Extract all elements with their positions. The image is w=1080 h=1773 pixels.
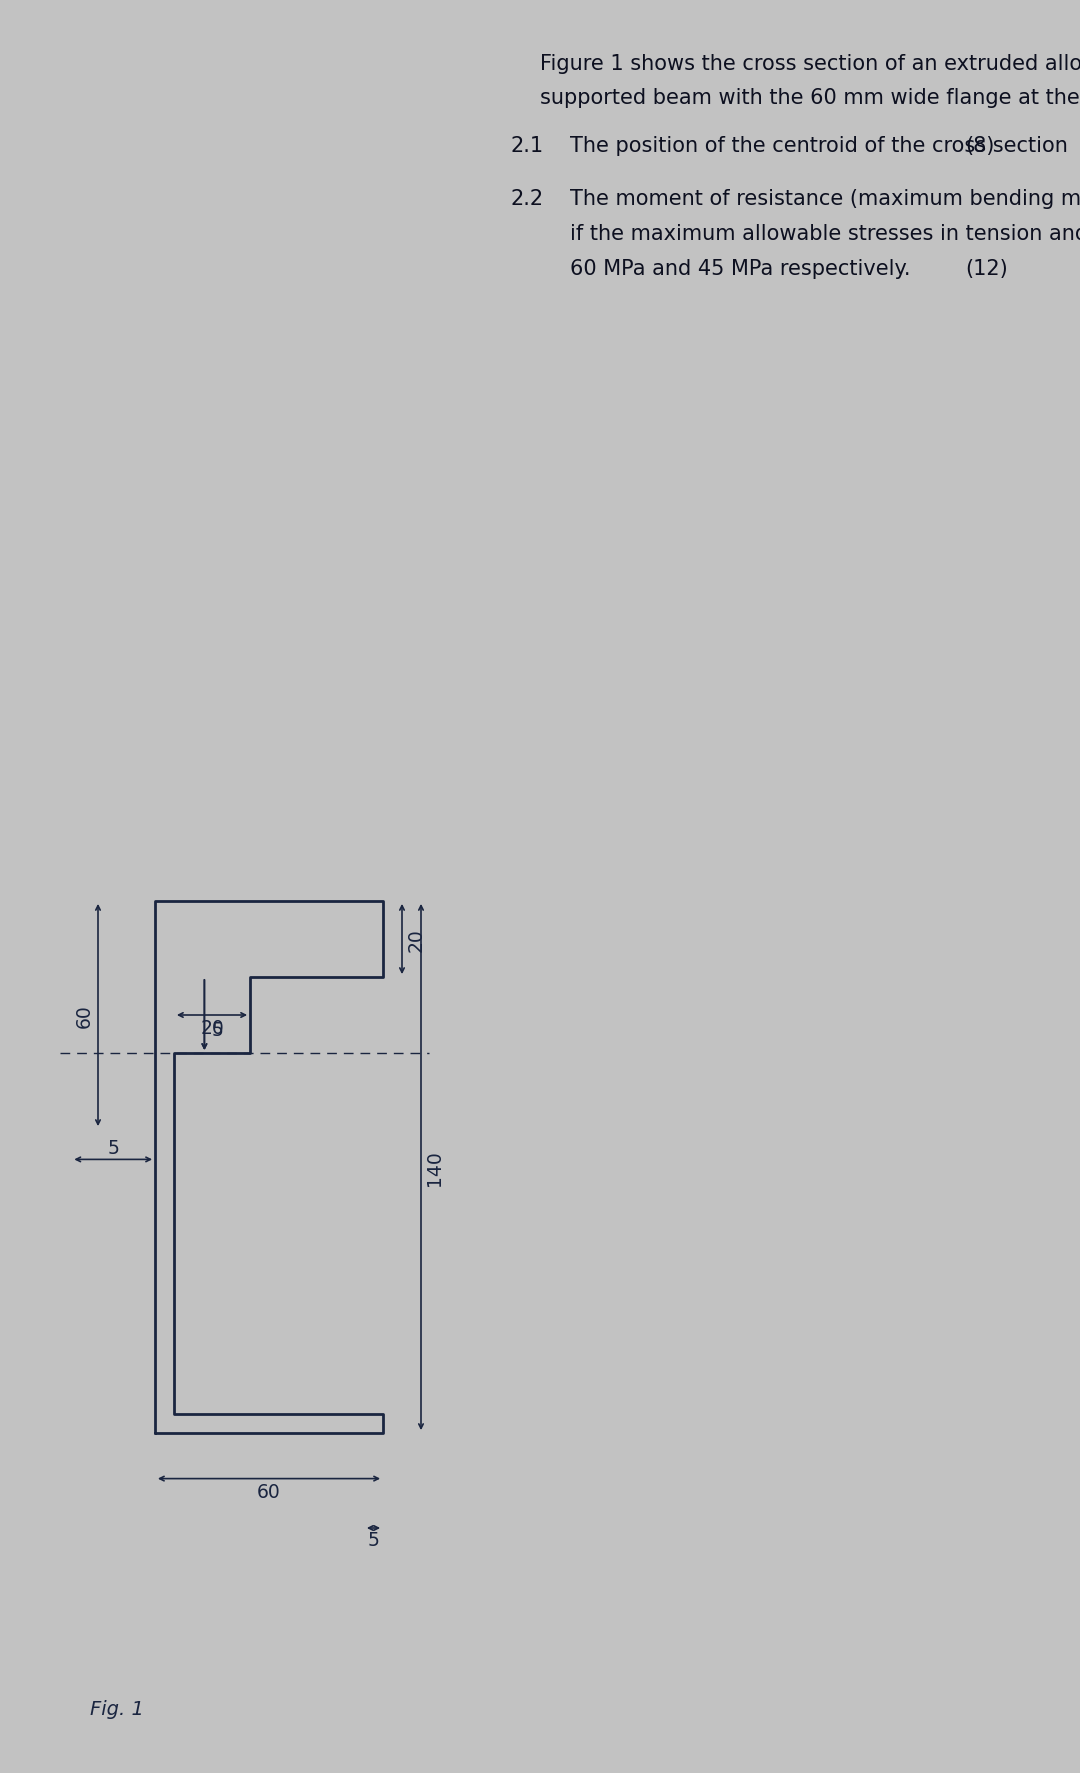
Text: Fig. 1: Fig. 1 <box>90 1699 144 1718</box>
Text: 5: 5 <box>367 1530 379 1550</box>
Text: 20: 20 <box>200 1018 224 1037</box>
Text: 5: 5 <box>212 1021 224 1039</box>
Text: 2.1: 2.1 <box>510 137 543 156</box>
Text: 5: 5 <box>107 1138 119 1158</box>
Text: 2.2: 2.2 <box>510 190 543 209</box>
Text: (12): (12) <box>966 259 1008 278</box>
Text: The moment of resistance (maximum bending moment) of the section: The moment of resistance (maximum bendin… <box>570 190 1080 209</box>
Text: supported beam with the 60 mm wide flange at the bottom. Determine:: supported beam with the 60 mm wide flang… <box>540 89 1080 108</box>
Text: 140: 140 <box>426 1149 445 1184</box>
Text: 20: 20 <box>406 927 426 952</box>
Text: Figure 1 shows the cross section of an extruded alloy member, which acts as a si: Figure 1 shows the cross section of an e… <box>540 53 1080 74</box>
Text: 60: 60 <box>257 1482 281 1502</box>
Text: 60: 60 <box>75 1004 94 1027</box>
Text: if the maximum allowable stresses in tension and compression are: if the maximum allowable stresses in ten… <box>570 223 1080 245</box>
Text: 60 MPa and 45 MPa respectively.: 60 MPa and 45 MPa respectively. <box>570 259 910 278</box>
Text: The position of the centroid of the cross section: The position of the centroid of the cros… <box>570 137 1068 156</box>
Text: (8): (8) <box>966 137 995 156</box>
